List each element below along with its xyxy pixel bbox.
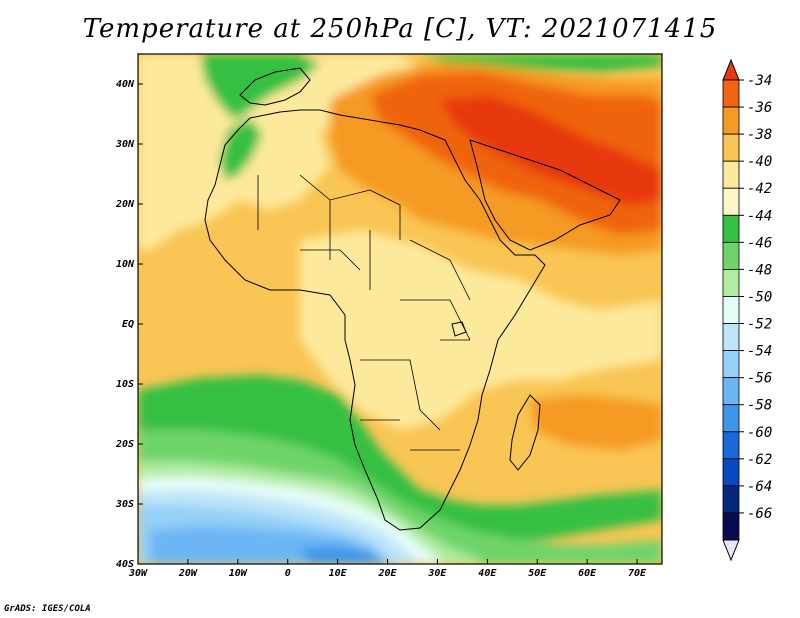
- colorbar-swatch: [722, 187, 740, 216]
- colorbar-label: -48: [747, 262, 772, 278]
- colorbar-label: -50: [747, 289, 772, 305]
- latitude-axis: 40N 30N 20N 10N EQ 10S 20S 30S 40S: [115, 79, 143, 570]
- colorbar-label: -42: [747, 181, 772, 197]
- colorbar-label: -58: [747, 398, 772, 414]
- colorbar-label: -38: [747, 127, 772, 143]
- field-minus46-south-band: [138, 375, 662, 540]
- colorbar-swatch: [722, 431, 740, 460]
- field-minus46-mediterranean: [200, 54, 320, 120]
- colorbar-label: -34: [747, 73, 772, 89]
- africa-coastline: [204, 109, 546, 531]
- madagascar-coastline: [509, 394, 541, 471]
- colorbar-swatch: [722, 512, 740, 541]
- lat-tick-label: EQ: [122, 319, 134, 330]
- lake-victoria: [451, 321, 467, 337]
- arabia-coastline: [469, 139, 621, 251]
- lon-tick-label: 60E: [578, 568, 597, 579]
- lat-tick-label: 10S: [116, 379, 134, 390]
- colorbar-swatch: [722, 133, 740, 162]
- field-minus60: [300, 546, 390, 564]
- colorbar-swatch: [722, 160, 740, 189]
- lon-tick-label: 20E: [377, 568, 397, 579]
- grads-credit: GrADS: IGES/COLA: [4, 604, 91, 614]
- colorbar-label: -60: [747, 425, 772, 441]
- colorbar-swatch: [722, 404, 740, 433]
- field-minus40-south-ocean: [530, 395, 662, 450]
- colorbar-label: -64: [747, 479, 772, 495]
- field-minus46-north-edge: [420, 54, 662, 72]
- lat-tick-label: 40S: [116, 559, 134, 570]
- colorbar-label: -40: [747, 154, 772, 170]
- lat-tick-label: 30S: [115, 499, 134, 510]
- lon-tick-label: 30W: [128, 568, 148, 579]
- field-minus36: [440, 95, 662, 205]
- colorbar-label: -36: [747, 100, 772, 116]
- map-title: Temperature at 250hPa [C], VT: 202107141…: [82, 14, 718, 44]
- colorbar-over-arrow: [722, 58, 740, 81]
- colorbar-label: -44: [747, 208, 772, 224]
- colorbar-swatch: [722, 350, 740, 379]
- colorbar-swatch: [722, 377, 740, 406]
- colorbar-swatch: [722, 323, 740, 351]
- colorbar-swatch: [722, 106, 740, 135]
- lat-tick-label: 20N: [115, 199, 135, 210]
- colorbar-swatch: [722, 269, 740, 297]
- coastlines: [204, 67, 621, 531]
- iberia-coastline: [239, 67, 311, 106]
- lon-tick-label: 30E: [427, 568, 447, 579]
- lon-tick-label: 10W: [229, 568, 248, 579]
- lat-tick-label: 40N: [116, 79, 135, 90]
- colorbar-label: -66: [747, 506, 772, 522]
- lon-tick-label: 40E: [478, 568, 497, 579]
- longitude-axis: 30W 20W 10W 0 10E 20E 30E 40E 50E 60E 70E: [128, 559, 647, 579]
- colorbar-label: -54: [747, 344, 772, 360]
- lon-tick-label: 50E: [528, 568, 547, 579]
- colorbar-label: -46: [747, 235, 772, 251]
- colorbar-swatch: [722, 79, 740, 108]
- interior-borders: [257, 174, 471, 451]
- colorbar-swatch: [722, 214, 740, 243]
- lon-tick-label: 70E: [628, 568, 647, 579]
- map-frame: [137, 53, 663, 565]
- colorbar: -34 -36 -38 -40 -42 -44 -46 -48 -50 -52 -54 -56 -58 -…: [722, 58, 772, 562]
- colorbar-under-arrow: [722, 539, 740, 562]
- lon-tick-label: 20W: [178, 568, 198, 579]
- field-minus46-atlantic-coast: [220, 118, 262, 180]
- colorbar-swatch: [722, 458, 740, 487]
- colorbar-label: -56: [747, 371, 772, 387]
- colorbar-label: -62: [747, 452, 772, 468]
- colorbar-swatch: [722, 296, 740, 324]
- lon-tick-label: 10E: [329, 568, 348, 579]
- lat-tick-label: 20S: [115, 439, 134, 450]
- lat-tick-label: 10N: [116, 259, 135, 270]
- lon-tick-label: 0: [285, 568, 291, 579]
- temperature-field: [138, 54, 662, 564]
- colorbar-label: -52: [747, 317, 772, 333]
- field-minus44-equatorial: [300, 230, 662, 430]
- colorbar-swatch: [722, 485, 740, 514]
- lat-tick-label: 30N: [115, 139, 135, 150]
- colorbar-swatch: [722, 241, 740, 270]
